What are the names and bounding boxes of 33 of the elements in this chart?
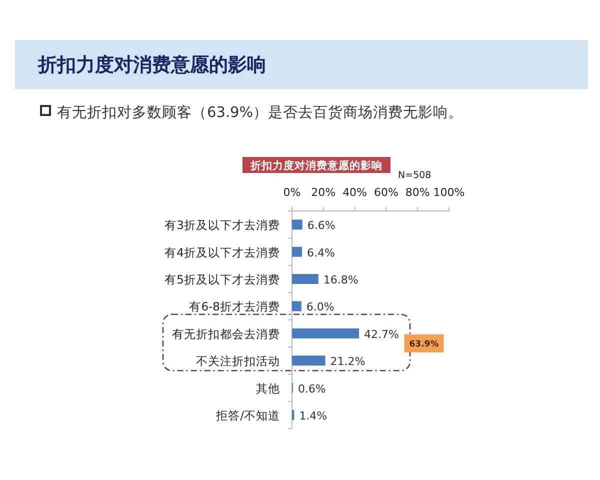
y-tick-label: 有4折及以下才去消费 bbox=[164, 245, 280, 260]
x-tick-label: 0% bbox=[283, 186, 301, 199]
y-tick-label: 有6-8折才去消费 bbox=[189, 300, 280, 314]
data-label: 6.6% bbox=[307, 219, 336, 232]
x-tick-label: 40% bbox=[342, 186, 368, 199]
y-tick-label: 拒答/不知道 bbox=[215, 408, 280, 422]
y-tick-label: 有3折及以下才去消费 bbox=[164, 218, 280, 232]
y-tick-label: 有无折扣都会去消费 bbox=[172, 326, 280, 341]
text: 折扣力度对消费意愿的影响 bbox=[250, 159, 382, 172]
data-label: 42.7% bbox=[364, 328, 399, 341]
bar bbox=[292, 246, 302, 257]
x-tick-label: 100% bbox=[433, 186, 465, 199]
chart-subtitle: 有无折扣对多数顾客（63.9%）是否去百货商场消费无影响。 bbox=[57, 104, 464, 121]
x-tick-label: 60% bbox=[374, 186, 398, 199]
data-label: 6.0% bbox=[306, 300, 334, 314]
text: N=508 bbox=[398, 170, 432, 181]
x-tick-label: 80% bbox=[405, 186, 430, 199]
data-label: 16.8% bbox=[323, 274, 358, 286]
bar bbox=[292, 274, 318, 284]
data-label: 0.6% bbox=[298, 382, 326, 396]
data-label: 6.4% bbox=[307, 246, 335, 260]
annotation: 63.9% bbox=[409, 339, 440, 350]
y-tick-label: 其他 bbox=[256, 381, 280, 396]
bar bbox=[292, 328, 360, 338]
y-tick-label: 有5折及以下才去消费 bbox=[164, 272, 280, 286]
y-tick-label: 不关注折扣活动 bbox=[196, 354, 280, 368]
chart-title: 折扣力度对消费意愿的影响 bbox=[37, 54, 266, 76]
bar bbox=[292, 220, 302, 230]
data-label: 21.2% bbox=[330, 355, 366, 368]
x-tick-label: 20% bbox=[311, 186, 336, 199]
bar bbox=[292, 356, 326, 366]
bar bbox=[292, 301, 302, 312]
data-label: 1.4% bbox=[299, 410, 328, 422]
